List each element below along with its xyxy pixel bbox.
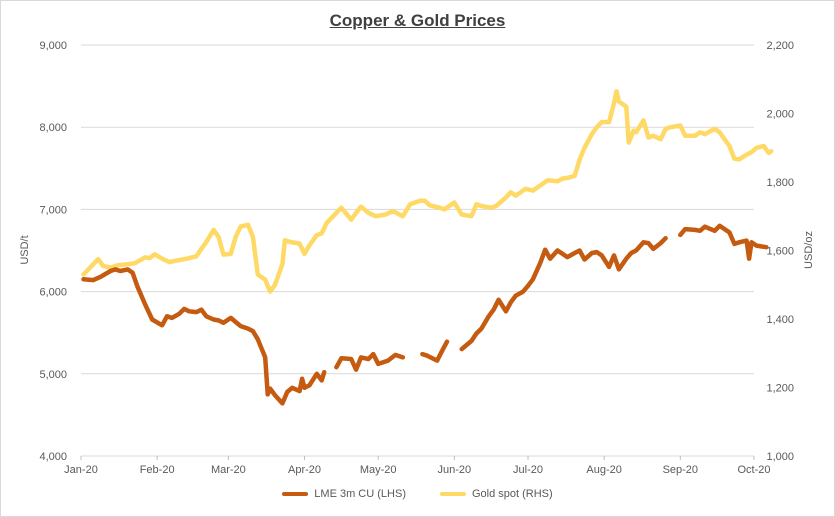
x-tick-label: Mar-20: [211, 464, 246, 476]
x-tick-label: Sep-20: [663, 464, 698, 476]
x-tick-label: Apr-20: [288, 464, 321, 476]
y-right-tick-label: 1,600: [766, 246, 794, 258]
x-tick-label: Jan-20: [64, 464, 98, 476]
x-tick-label: Aug-20: [586, 464, 621, 476]
legend-item-copper: LME 3m CU (LHS): [282, 488, 406, 500]
legend-swatch-gold: [439, 492, 466, 496]
series-lines: [81, 88, 774, 406]
y-right-tick-label: 1,000: [766, 451, 794, 463]
x-tick-label: Feb-20: [140, 464, 175, 476]
chart-title: Copper & Gold Prices: [329, 11, 506, 30]
y-left-tick-label: 9,000: [39, 40, 67, 52]
legend-label-gold: Gold spot (RHS): [471, 488, 553, 500]
x-tick-label: Jun-20: [438, 464, 472, 476]
series-line-copper: [459, 235, 668, 352]
tick-labels: 4,000 5,000 6,000 7,000 8,000 9,000 1,000 1,200…: [39, 40, 794, 476]
y-axis-right-label: USD/oz: [803, 231, 815, 269]
y-right-tick-label: 2,200: [766, 40, 794, 52]
y-right-tick-label: 1,400: [766, 314, 794, 326]
series-line-copper: [81, 267, 327, 406]
y-left-tick-label: 5,000: [39, 369, 67, 381]
series-line-gold: [81, 88, 774, 294]
y-left-tick-label: 8,000: [39, 122, 67, 134]
x-tick-label: May-20: [360, 464, 397, 476]
y-axis-left-label: USD/t: [19, 235, 31, 264]
x-tick-label: Oct-20: [737, 464, 770, 476]
legend-label-copper: LME 3m CU (LHS): [314, 488, 406, 500]
y-left-tick-label: 7,000: [39, 204, 67, 216]
series-line-copper: [420, 339, 450, 363]
legend-swatch-copper: [282, 492, 309, 496]
x-tick-label: Jul-20: [513, 464, 543, 476]
series-line-copper: [678, 223, 769, 261]
legend: LME 3m CU (LHS) Gold spot (RHS): [1, 488, 834, 500]
y-right-tick-label: 1,200: [766, 383, 794, 395]
gridlines: [80, 44, 755, 460]
y-left-tick-label: 4,000: [39, 451, 67, 463]
series-line-copper: [334, 351, 406, 372]
y-right-tick-label: 2,000: [766, 109, 794, 121]
y-left-tick-label: 6,000: [39, 287, 67, 299]
y-right-tick-label: 1,800: [766, 177, 794, 189]
legend-item-gold: Gold spot (RHS): [439, 488, 553, 500]
